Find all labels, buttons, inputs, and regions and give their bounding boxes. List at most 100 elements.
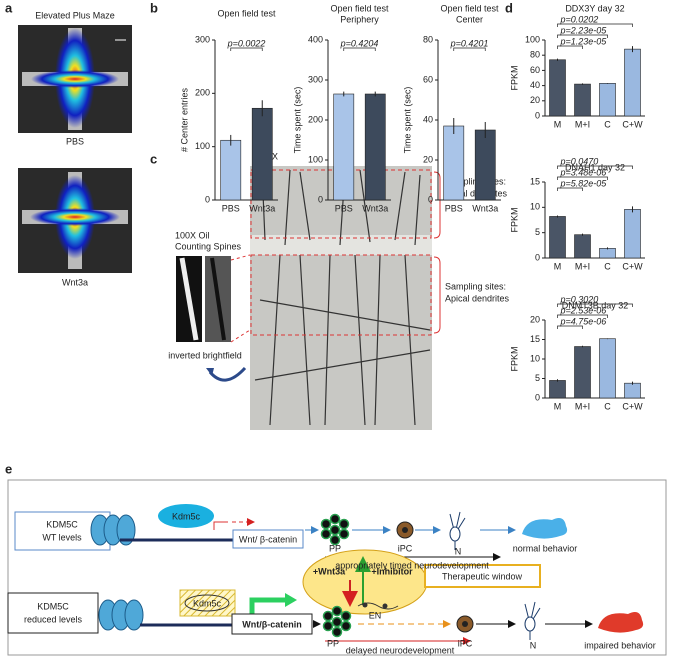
chart-title: DNAH1 day 32: [565, 162, 625, 172]
chart-title: DDX3Y day 32: [565, 3, 624, 13]
significance-bracket: [343, 47, 376, 51]
cell-label: PP: [329, 543, 341, 553]
maze-label: Wnt3a: [62, 277, 88, 287]
pathway-diagram: [7, 479, 667, 656]
y-tick-label: 10: [530, 202, 540, 212]
cell-label: N: [530, 640, 537, 650]
p-value: p=0.3020: [560, 294, 599, 304]
chart-title: Open field test: [330, 3, 389, 13]
heatmap: [18, 168, 132, 273]
x-tick-label: PBS: [445, 203, 463, 213]
bar: [333, 93, 355, 201]
p-value: p=0.0202: [560, 14, 599, 24]
inset-title: Counting Spines: [175, 241, 242, 251]
bar: [624, 382, 641, 399]
heatmap: [18, 25, 132, 133]
condition-label: WT levels: [42, 532, 82, 542]
p-value: p=3.48e-06: [560, 167, 607, 177]
gene-label: Wnt/ β-catenin: [239, 534, 297, 544]
chart-title: DNMT3B day 32: [562, 300, 629, 310]
x-tick-label: M: [554, 119, 562, 129]
bar: [549, 380, 566, 399]
timeline-label: delayed neurodevelopment: [346, 645, 455, 655]
x-tick-label: C+W: [622, 119, 643, 129]
y-tick-label: 0: [535, 110, 540, 120]
maze-label: PBS: [66, 136, 84, 146]
outcome-label: normal behavior: [513, 543, 578, 553]
p-value: p=0.0022: [227, 38, 266, 48]
y-tick-label: 200: [308, 114, 323, 124]
p-value: p=1.23e-05: [560, 36, 608, 46]
bar: [599, 83, 616, 117]
bar: [549, 216, 566, 259]
y-tick-label: 0: [318, 194, 323, 204]
panel-label: d: [505, 0, 513, 15]
micrograph: [250, 166, 441, 430]
chart-title: Open field test: [440, 3, 499, 13]
significance-bracket: [557, 34, 608, 38]
treatment-label: +Wnt3a: [313, 566, 346, 576]
y-tick-label: 400: [308, 34, 323, 44]
y-tick-label: 100: [525, 34, 540, 44]
x-tick-label: C: [604, 261, 611, 271]
bar: [220, 139, 242, 201]
spine-images: [176, 254, 251, 382]
bar: [574, 346, 591, 399]
y-tick-label: 100: [195, 141, 210, 151]
window-label: Therapeutic window: [442, 571, 523, 581]
protein-label: Kdm5c: [172, 511, 201, 521]
x-tick-label: M+I: [575, 261, 590, 271]
inset-caption: inverted brightfield: [168, 350, 242, 360]
y-tick-label: 20: [530, 95, 540, 105]
y-tick-label: 300: [308, 74, 323, 84]
site-label: Sampling sites:: [445, 281, 506, 291]
significance-bracket: [557, 176, 608, 180]
panel-label: b: [150, 0, 158, 15]
x-tick-label: C: [604, 401, 611, 411]
significance-bracket: [557, 314, 608, 318]
p-value: p=2.53e-06: [560, 305, 607, 315]
y-tick-label: 5: [535, 227, 540, 237]
significance-bracket: [557, 45, 583, 49]
y-tick-label: 20: [423, 154, 433, 164]
y-tick-label: 0: [535, 252, 540, 262]
bar: [574, 83, 591, 117]
bar: [624, 48, 641, 117]
y-tick-label: 60: [423, 74, 433, 84]
y-tick-label: 0: [535, 392, 540, 402]
chart-title: Periphery: [340, 14, 379, 24]
bar: [574, 234, 591, 259]
bar: [364, 93, 386, 201]
y-tick-label: 200: [195, 88, 210, 98]
y-axis-label: Time spent (sec): [402, 87, 412, 154]
x-tick-label: Wnt3a: [249, 203, 275, 213]
y-tick-label: 0: [205, 194, 210, 204]
y-tick-label: 100: [308, 154, 323, 164]
significance-bracket: [230, 47, 263, 51]
significance-bracket: [557, 23, 633, 27]
x-tick-label: C+W: [622, 401, 643, 411]
bar: [474, 129, 496, 201]
chart-title: Center: [456, 14, 483, 24]
y-tick-label: 0: [428, 194, 433, 204]
inset-title: 100X Oil: [175, 230, 210, 240]
y-tick-label: 5: [535, 373, 540, 383]
bar: [549, 59, 566, 117]
y-tick-label: 20: [530, 314, 540, 324]
panel-label: a: [5, 0, 13, 15]
protein-label: Kdm5c: [193, 598, 222, 608]
y-tick-label: 10: [530, 353, 540, 363]
p-value: p=0.4201: [450, 38, 489, 48]
x-tick-label: PBS: [222, 203, 240, 213]
y-tick-label: 300: [195, 34, 210, 44]
significance-bracket: [557, 187, 583, 191]
x-tick-label: PBS: [335, 203, 353, 213]
bar: [599, 248, 616, 259]
bar: [599, 338, 616, 399]
outcome-label: impaired behavior: [584, 640, 656, 650]
x-tick-label: M: [554, 401, 562, 411]
condition-label: KDM5C: [46, 519, 78, 529]
y-tick-label: 15: [530, 176, 540, 186]
panel-label: e: [5, 461, 12, 476]
significance-bracket: [557, 165, 633, 169]
